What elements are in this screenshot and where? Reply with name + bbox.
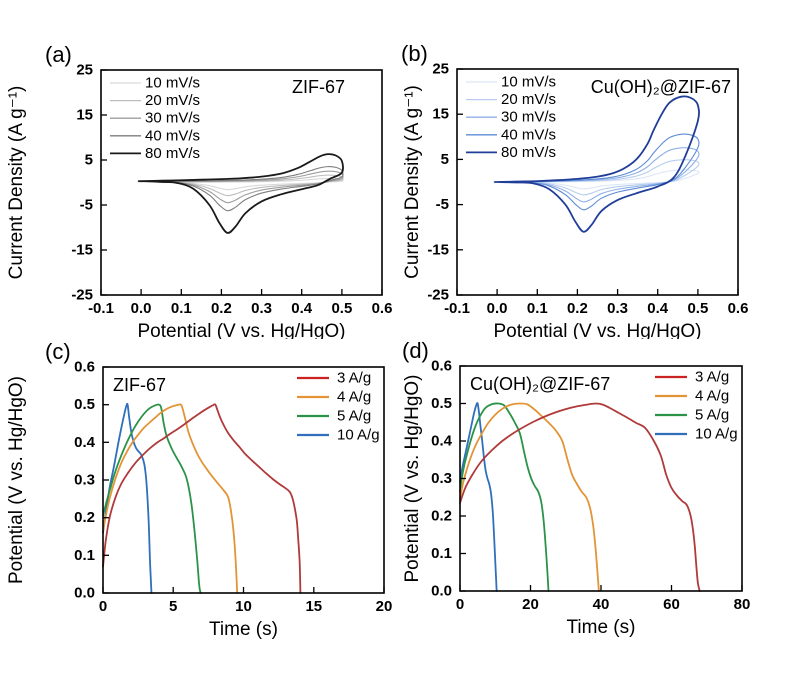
svg-text:0.3: 0.3 (251, 300, 272, 317)
svg-text:3 A/g: 3 A/g (337, 370, 371, 387)
svg-text:-5: -5 (436, 196, 449, 213)
svg-text:80 mV/s: 80 mV/s (145, 145, 200, 162)
svg-text:0.2: 0.2 (211, 300, 232, 317)
svg-text:0.4: 0.4 (74, 434, 96, 451)
svg-text:5: 5 (441, 151, 449, 168)
svg-text:-5: -5 (80, 197, 93, 214)
svg-text:0.4: 0.4 (647, 300, 669, 317)
svg-text:0: 0 (456, 596, 464, 613)
svg-text:0.0: 0.0 (131, 300, 152, 317)
svg-text:15: 15 (76, 107, 93, 124)
svg-text:(b): (b) (401, 41, 428, 66)
svg-text:40 mV/s: 40 mV/s (501, 126, 556, 143)
svg-text:0.6: 0.6 (728, 300, 749, 317)
svg-text:Cu(OH)₂@ZIF-67: Cu(OH)₂@ZIF-67 (591, 77, 731, 97)
svg-text:5 A/g: 5 A/g (695, 407, 729, 424)
svg-text:0.1: 0.1 (74, 547, 95, 564)
svg-text:Current Density (A g⁻¹): Current Density (A g⁻¹) (6, 86, 27, 280)
svg-text:0.4: 0.4 (291, 300, 313, 317)
svg-text:30 mV/s: 30 mV/s (501, 109, 556, 126)
svg-text:0.3: 0.3 (74, 472, 95, 489)
svg-text:ZIF-67: ZIF-67 (292, 77, 345, 97)
svg-text:10 A/g: 10 A/g (337, 427, 380, 444)
svg-text:Potential (V vs. Hg/HgO): Potential (V vs. Hg/HgO) (493, 321, 701, 339)
svg-text:0.1: 0.1 (171, 300, 192, 317)
svg-text:Potential (V vs. Hg/HgO): Potential (V vs. Hg/HgO) (6, 376, 27, 584)
svg-text:0.0: 0.0 (74, 585, 95, 602)
svg-text:15: 15 (432, 106, 449, 123)
svg-text:0.5: 0.5 (431, 395, 452, 412)
svg-text:(d): (d) (402, 339, 429, 363)
svg-text:(a): (a) (45, 42, 72, 67)
svg-text:25: 25 (432, 61, 449, 78)
svg-text:(c): (c) (45, 339, 71, 364)
svg-text:40: 40 (593, 596, 610, 613)
svg-text:0.3: 0.3 (431, 470, 452, 487)
svg-text:-15: -15 (427, 241, 449, 258)
svg-text:20: 20 (522, 596, 539, 613)
svg-text:5 A/g: 5 A/g (337, 408, 371, 425)
svg-text:0.0: 0.0 (487, 300, 508, 317)
svg-text:20: 20 (376, 598, 393, 615)
svg-text:ZIF-67: ZIF-67 (113, 375, 166, 395)
svg-text:25: 25 (76, 62, 93, 79)
svg-text:0: 0 (99, 598, 107, 615)
svg-text:0.5: 0.5 (74, 396, 95, 413)
svg-text:40 mV/s: 40 mV/s (145, 127, 200, 144)
svg-text:Time (s): Time (s) (209, 619, 278, 640)
svg-text:0.5: 0.5 (687, 300, 708, 317)
svg-text:60: 60 (663, 596, 680, 613)
svg-text:Time (s): Time (s) (567, 617, 636, 638)
svg-text:4 A/g: 4 A/g (695, 388, 729, 405)
svg-text:0.2: 0.2 (567, 300, 588, 317)
svg-text:0.6: 0.6 (372, 300, 393, 317)
svg-text:-25: -25 (427, 287, 449, 304)
svg-text:0.0: 0.0 (431, 583, 452, 600)
svg-text:4 A/g: 4 A/g (337, 389, 371, 406)
svg-text:0.6: 0.6 (74, 359, 95, 376)
svg-text:5: 5 (85, 152, 93, 169)
svg-text:5: 5 (169, 598, 177, 615)
svg-text:20 mV/s: 20 mV/s (501, 91, 556, 108)
svg-text:3 A/g: 3 A/g (695, 369, 729, 386)
svg-text:-15: -15 (71, 242, 93, 259)
svg-text:80 mV/s: 80 mV/s (501, 144, 556, 161)
svg-text:Potential (V vs. Hg/HgO): Potential (V vs. Hg/HgO) (137, 321, 345, 339)
svg-text:Cu(OH)₂@ZIF-67: Cu(OH)₂@ZIF-67 (470, 374, 610, 394)
svg-text:0.3: 0.3 (607, 300, 628, 317)
svg-text:0.6: 0.6 (431, 358, 452, 375)
svg-text:10 mV/s: 10 mV/s (145, 75, 200, 92)
svg-text:0.5: 0.5 (331, 300, 352, 317)
svg-text:10 mV/s: 10 mV/s (501, 74, 556, 91)
svg-text:0.2: 0.2 (74, 509, 95, 526)
svg-text:Current Density (A g⁻¹): Current Density (A g⁻¹) (402, 85, 423, 279)
svg-text:20 mV/s: 20 mV/s (145, 92, 200, 109)
svg-text:10 A/g: 10 A/g (695, 426, 738, 443)
svg-text:10: 10 (235, 598, 252, 615)
svg-text:-25: -25 (71, 287, 93, 304)
svg-text:15: 15 (305, 598, 322, 615)
svg-text:30 mV/s: 30 mV/s (145, 110, 200, 127)
svg-text:80: 80 (734, 596, 751, 613)
svg-text:0.1: 0.1 (527, 300, 548, 317)
svg-text:Potential (V vs. Hg/HgO): Potential (V vs. Hg/HgO) (402, 374, 423, 582)
svg-text:0.1: 0.1 (431, 545, 452, 562)
svg-text:0.2: 0.2 (431, 508, 452, 525)
svg-text:0.4: 0.4 (431, 433, 453, 450)
